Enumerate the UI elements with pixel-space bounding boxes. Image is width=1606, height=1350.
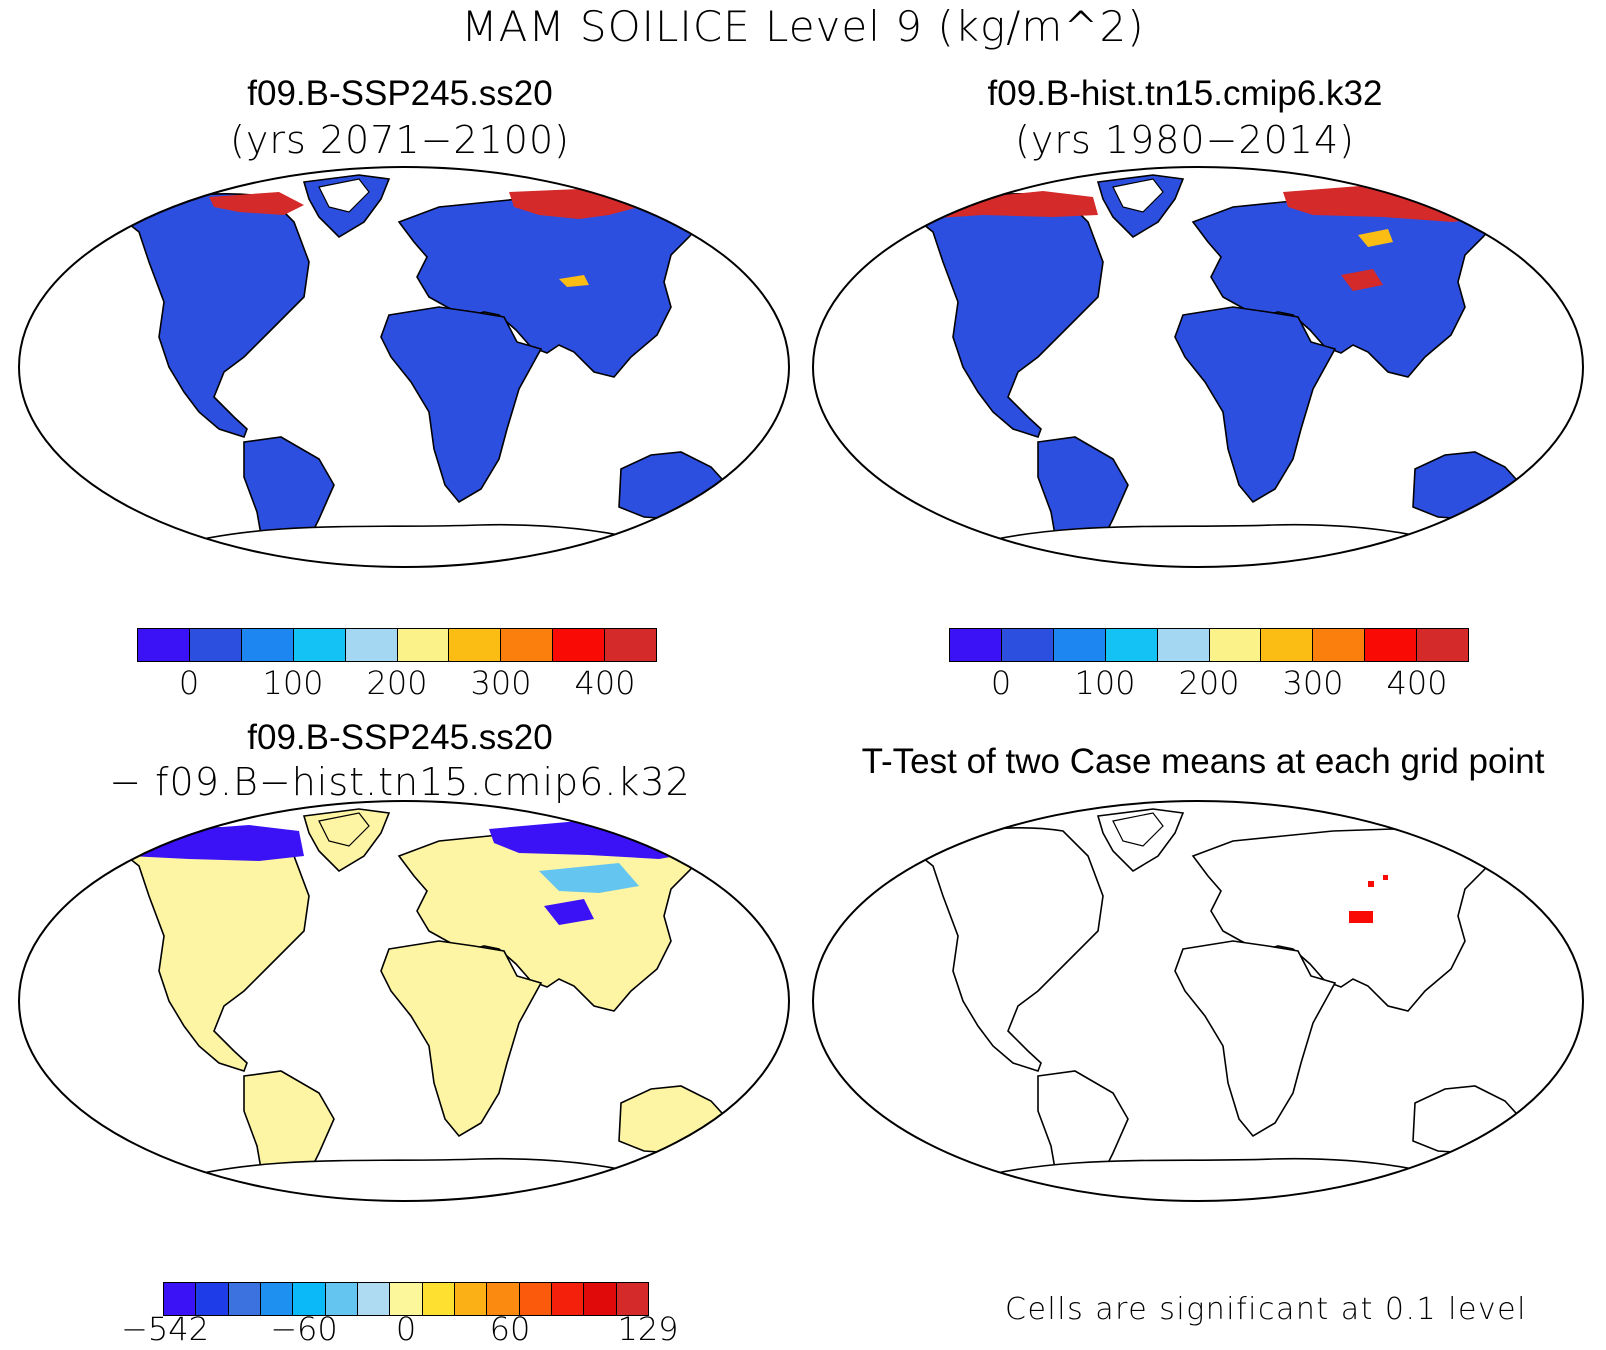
- main-title: MAM SOILICE Level 9 (kg/m^2): [461, 2, 1145, 51]
- diff-colorbar-cell: [584, 1283, 617, 1315]
- diff-case-title: f09.B-SSP245.ss20: [247, 718, 553, 757]
- ttest-significant-cell: [1368, 881, 1374, 887]
- ssp-colorbar-label: 300: [470, 664, 532, 702]
- ssp-years-subtitle: (yrs 2071−2100): [230, 118, 570, 162]
- hist-colorbar-cell: [1313, 629, 1366, 661]
- diff-colorbar-cell: [487, 1283, 520, 1315]
- ttest-significant-cells: [1349, 911, 1373, 923]
- ssp-colorbar-label: 400: [574, 664, 636, 702]
- ssp-case-title: f09.B-SSP245.ss20: [247, 74, 553, 113]
- hist-map-border: [812, 166, 1584, 568]
- hist-colorbar-cell: [1053, 629, 1106, 661]
- diff-colorbar-label: 0: [395, 1310, 417, 1348]
- diff-colorbar-cell: [454, 1283, 488, 1315]
- hist-colorbar-label: 200: [1178, 664, 1240, 702]
- diff-colorbar-cell: [260, 1283, 294, 1315]
- hist-antarctica: [930, 523, 1496, 567]
- diff-colorbar-cell: [196, 1283, 229, 1315]
- ssp-arctic-frozen: [209, 192, 304, 215]
- hist-colorbar-cell: [1157, 629, 1210, 661]
- diff-colorbar-cell: [293, 1283, 326, 1315]
- ssp-colorbar-label: 100: [262, 664, 324, 702]
- diff-plateau-negative: [544, 899, 594, 925]
- ssp-map-border: [18, 166, 790, 568]
- ssp-colorbar-cell: [605, 629, 657, 661]
- ttest-significant-cell: [1383, 875, 1388, 880]
- diff-minus-subtitle: − f09.B−hist.tn15.cmip6.k32: [109, 760, 691, 804]
- ttest-significance-note: Cells are significant at 0.1 level: [1005, 1292, 1527, 1327]
- ssp-colorbar-label: 200: [366, 664, 428, 702]
- diff-colorbar-cell: [519, 1283, 552, 1315]
- ssp-colorbar: [137, 628, 657, 662]
- ssp-colorbar-cell: [241, 629, 294, 661]
- ssp-colorbar-cell: [138, 629, 190, 661]
- hist-colorbar-label: 300: [1282, 664, 1344, 702]
- hist-colorbar-label: 100: [1074, 664, 1136, 702]
- hist-plateau-frozen: [1341, 269, 1383, 291]
- hist-colorbar-label: 400: [1386, 664, 1448, 702]
- hist-colorbar-cell: [1417, 629, 1469, 661]
- ssp-colorbar-cell: [501, 629, 554, 661]
- diff-colorbar-cell: [357, 1283, 391, 1315]
- diff-antarctica: [136, 1157, 702, 1201]
- hist-case-title: f09.B-hist.tn15.cmip6.k32: [987, 74, 1383, 113]
- hist-colorbar: [949, 628, 1469, 662]
- ssp-antarctica: [136, 523, 702, 567]
- ssp-map: [18, 166, 790, 568]
- diff-colorbar-label: −542: [121, 1310, 209, 1348]
- ssp-colorbar-cell: [345, 629, 398, 661]
- ssp-colorbar-label: 0: [178, 664, 200, 702]
- ttest-map: [812, 800, 1584, 1202]
- diff-colorbar: [163, 1282, 649, 1316]
- diff-colorbar-cell: [551, 1283, 585, 1315]
- hist-colorbar-cell: [950, 629, 1002, 661]
- ssp-colorbar-cell: [189, 629, 242, 661]
- hist-colorbar-label: 0: [990, 664, 1012, 702]
- diff-colorbar-label: 60: [489, 1310, 531, 1348]
- ssp-plateau-warm: [559, 275, 589, 287]
- ttest-map-border: [812, 800, 1584, 1202]
- diff-colorbar-cell: [422, 1283, 455, 1315]
- diff-map: [18, 800, 790, 1202]
- ssp-colorbar-cell: [553, 629, 606, 661]
- diff-colorbar-label: −60: [270, 1310, 338, 1348]
- hist-colorbar-cell: [1365, 629, 1418, 661]
- diff-siberia-mid: [539, 863, 639, 893]
- diff-colorbar-cell: [228, 1283, 261, 1315]
- hist-siberia-warm: [1358, 229, 1393, 247]
- diff-colorbar-cell: [164, 1283, 197, 1315]
- ttest-antarctica: [930, 1157, 1496, 1201]
- hist-map: [812, 166, 1584, 568]
- diff-colorbar-cell: [390, 1283, 423, 1315]
- hist-colorbar-cell: [1105, 629, 1158, 661]
- diff-colorbar-cell: [616, 1283, 648, 1315]
- hist-colorbar-cell: [1209, 629, 1262, 661]
- hist-years-subtitle: (yrs 1980−2014): [1015, 118, 1355, 162]
- ssp-colorbar-cell: [449, 629, 502, 661]
- ssp-colorbar-cell: [293, 629, 346, 661]
- ttest-title: T-Test of two Case means at each grid po…: [861, 742, 1545, 781]
- ssp-colorbar-cell: [397, 629, 450, 661]
- hist-colorbar-cell: [1261, 629, 1314, 661]
- hist-colorbar-cell: [1001, 629, 1054, 661]
- diff-map-border: [18, 800, 790, 1202]
- diff-colorbar-label: 129: [617, 1310, 679, 1348]
- diff-colorbar-cell: [325, 1283, 358, 1315]
